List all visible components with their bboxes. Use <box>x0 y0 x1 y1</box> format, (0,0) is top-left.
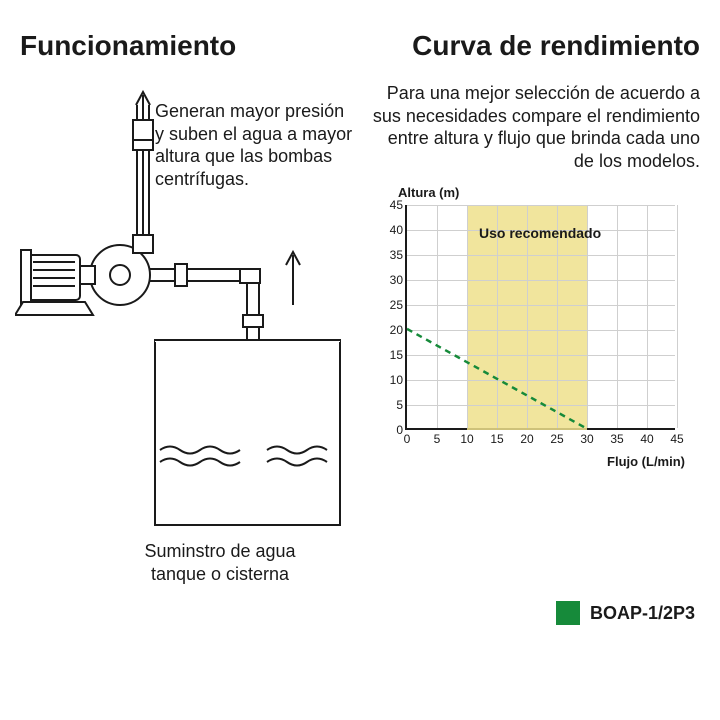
y-tick: 15 <box>390 348 407 362</box>
x-axis-label: Flujo (L/min) <box>607 454 685 469</box>
x-tick: 5 <box>434 428 441 446</box>
y-tick: 20 <box>390 323 407 337</box>
legend: BOAP-1/2P3 <box>556 601 695 625</box>
pump-schematic <box>15 80 345 540</box>
y-tick: 35 <box>390 248 407 262</box>
x-tick: 35 <box>610 428 623 446</box>
y-axis-label: Altura (m) <box>398 185 459 200</box>
x-tick: 15 <box>490 428 503 446</box>
y-tick: 40 <box>390 223 407 237</box>
y-tick: 30 <box>390 273 407 287</box>
y-tick: 5 <box>396 398 407 412</box>
zone-label: Uso recomendado <box>479 225 601 241</box>
x-tick: 20 <box>520 428 533 446</box>
y-tick: 25 <box>390 298 407 312</box>
y-tick: 10 <box>390 373 407 387</box>
legend-swatch <box>556 601 580 625</box>
right-title: Curva de rendimiento <box>370 30 700 62</box>
x-tick: 30 <box>580 428 593 446</box>
x-tick: 10 <box>460 428 473 446</box>
right-description: Para una mejor selección de acuerdo a su… <box>370 82 700 172</box>
x-tick: 40 <box>640 428 653 446</box>
y-tick: 45 <box>390 198 407 212</box>
x-tick: 25 <box>550 428 563 446</box>
performance-chart: Altura (m) 05101520253035404505101520253… <box>370 187 690 467</box>
tank-caption: Suminstro de agua tanque o cisterna <box>120 540 320 585</box>
plot-area: 051015202530354045051015202530354045Uso … <box>405 205 675 430</box>
x-tick: 45 <box>670 428 683 446</box>
left-title: Funcionamiento <box>20 30 350 62</box>
legend-text: BOAP-1/2P3 <box>590 603 695 624</box>
x-tick: 0 <box>404 428 411 446</box>
